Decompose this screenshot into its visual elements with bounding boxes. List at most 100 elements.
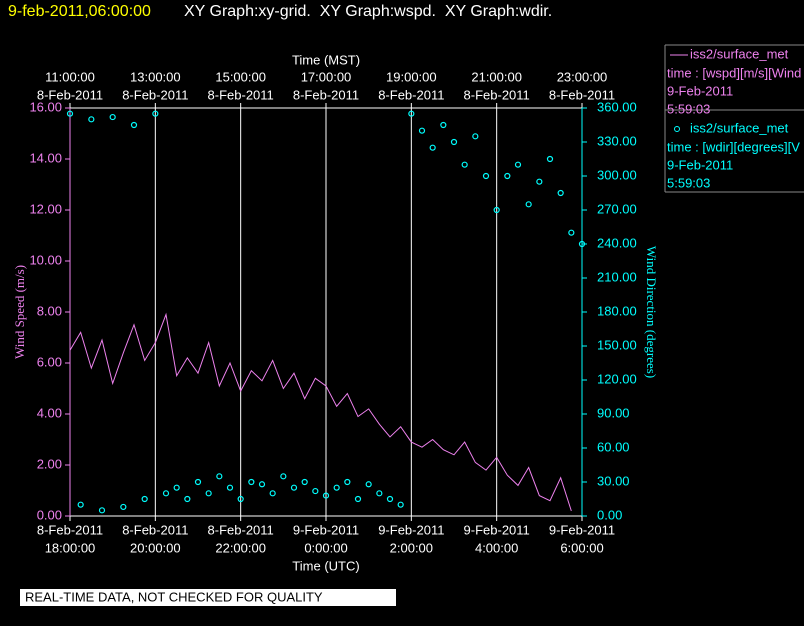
x-tick-label: 20:00:00 xyxy=(130,540,181,555)
wind-direction-point xyxy=(258,481,266,488)
wind-direction-point xyxy=(194,478,202,486)
wind-direction-point xyxy=(301,478,308,486)
x-tick-label: 18:00:00 xyxy=(45,540,96,555)
y2-tick-label: 30.00 xyxy=(597,473,630,488)
wind-direction-point xyxy=(504,172,511,180)
wind-direction-point xyxy=(493,206,500,214)
wind-direction-point xyxy=(98,507,106,514)
x-tick-label: 2:00:00 xyxy=(390,540,433,555)
legend-time: 5:59:03 xyxy=(667,175,710,190)
x-tick-label: 0:00:00 xyxy=(304,540,347,555)
wind-direction-point xyxy=(237,495,244,503)
x-tick-label: 8-Feb-2011 xyxy=(37,522,103,537)
y2-tick-label: 330.00 xyxy=(597,133,637,148)
y2-tick-label: 210.00 xyxy=(597,269,637,284)
wind-direction-point xyxy=(578,240,586,248)
wind-direction-point xyxy=(344,478,351,486)
wind-direction-point xyxy=(472,133,479,140)
wind-direction-point xyxy=(216,473,223,480)
y2-tick-label: 90.00 xyxy=(597,405,630,420)
wind-direction-point xyxy=(546,155,554,163)
notice-box xyxy=(20,589,396,606)
y2-tick-label: 360.00 xyxy=(597,99,637,114)
y2-tick-label: 0.00 xyxy=(597,507,622,522)
wind-direction-point xyxy=(429,144,436,151)
y2-tick-label: 120.00 xyxy=(597,371,637,386)
x2-tick-label: 8-Feb-2011 xyxy=(464,87,530,102)
y-tick-label: 6.00 xyxy=(37,354,62,369)
wind-direction-point xyxy=(130,121,138,129)
x2-tick-label: 8-Feb-2011 xyxy=(37,87,103,102)
wind-direction-point xyxy=(173,484,180,491)
wind-direction-point xyxy=(557,189,564,197)
wind-direction-point xyxy=(162,490,170,497)
x2-tick-label: 23:00:00 xyxy=(557,69,608,84)
x-axis-title: Time (UTC) xyxy=(292,558,359,573)
legend-date: 9-Feb-2011 xyxy=(667,157,733,172)
y-axis-title: Wind Speed (m/s) xyxy=(12,265,27,359)
wind-direction-point xyxy=(397,501,404,508)
timestamp: 9-feb-2011,06:00:00 xyxy=(8,3,151,20)
legend-label: time : [wdir][degrees][V xyxy=(667,139,800,154)
wind-direction-point xyxy=(120,503,127,511)
y2-tick-label: 180.00 xyxy=(597,303,637,318)
wind-direction-point xyxy=(525,201,532,208)
wind-direction-point xyxy=(205,490,212,497)
legend-name: iss2/surface_met xyxy=(690,120,789,135)
y-tick-label: 8.00 xyxy=(37,303,62,318)
x-tick-label: 6:00:00 xyxy=(560,540,603,555)
y-tick-label: 4.00 xyxy=(37,405,62,420)
wind-direction-point xyxy=(418,127,426,134)
y-tick-label: 14.00 xyxy=(29,150,62,165)
wind-direction-point xyxy=(184,495,191,503)
wind-direction-point xyxy=(365,481,372,488)
wind-direction-point xyxy=(312,487,319,495)
x-tick-label: 9-Feb-2011 xyxy=(464,522,530,537)
y2-tick-label: 240.00 xyxy=(597,235,637,250)
wind-direction-point xyxy=(280,473,287,480)
wind-direction-point xyxy=(408,110,415,117)
wind-direction-point xyxy=(333,484,340,491)
wind-direction-point xyxy=(450,138,458,146)
x2-tick-label: 8-Feb-2011 xyxy=(208,87,274,102)
y2-tick-label: 270.00 xyxy=(597,201,637,216)
wind-direction-point xyxy=(514,161,522,168)
y-tick-label: 10.00 xyxy=(29,252,62,267)
y-tick-label: 2.00 xyxy=(37,456,62,471)
x-tick-label: 9-Feb-2011 xyxy=(293,522,359,537)
wind-direction-point xyxy=(482,172,490,180)
x2-tick-label: 11:00:00 xyxy=(45,69,95,84)
wind-direction-point xyxy=(88,116,95,123)
y-tick-label: 0.00 xyxy=(37,507,62,522)
wind-direction-point xyxy=(269,490,276,497)
x2-tick-label: 19:00:00 xyxy=(386,69,437,84)
legend-label: time : [wspd][m/s][Wind xyxy=(667,65,801,80)
wind-direction-point xyxy=(536,178,543,185)
wind-direction-point xyxy=(66,110,74,117)
wind-direction-point xyxy=(568,229,575,236)
wind-direction-point xyxy=(248,478,255,486)
legend-time: 5:59:03 xyxy=(667,101,710,116)
y2-axis-title: Wind Direction (degrees) xyxy=(644,246,659,378)
x-tick-label: 8-Feb-2011 xyxy=(208,522,274,537)
wind-direction-point xyxy=(440,121,447,129)
x-tick-label: 9-Feb-2011 xyxy=(378,522,444,537)
x-tick-label: 8-Feb-2011 xyxy=(122,522,188,537)
wind-direction-point xyxy=(109,113,116,121)
y-tick-label: 12.00 xyxy=(29,201,62,216)
graph-names: XY Graph:xy-grid. XY Graph:wspd. XY Grap… xyxy=(184,3,552,20)
wind-direction-point xyxy=(141,495,148,503)
y2-tick-label: 150.00 xyxy=(597,337,637,352)
x-tick-label: 22:00:00 xyxy=(215,540,266,555)
wind-direction-point xyxy=(322,492,330,499)
wind-direction-point xyxy=(77,501,84,508)
wind-direction-point xyxy=(376,490,383,497)
x2-tick-label: 8-Feb-2011 xyxy=(122,87,188,102)
x2-tick-label: 15:00:00 xyxy=(215,69,266,84)
wind-speed-line xyxy=(69,312,572,512)
wind-direction-point xyxy=(226,484,234,491)
x2-tick-label: 17:00:00 xyxy=(301,69,352,84)
wind-direction-point xyxy=(354,495,362,503)
